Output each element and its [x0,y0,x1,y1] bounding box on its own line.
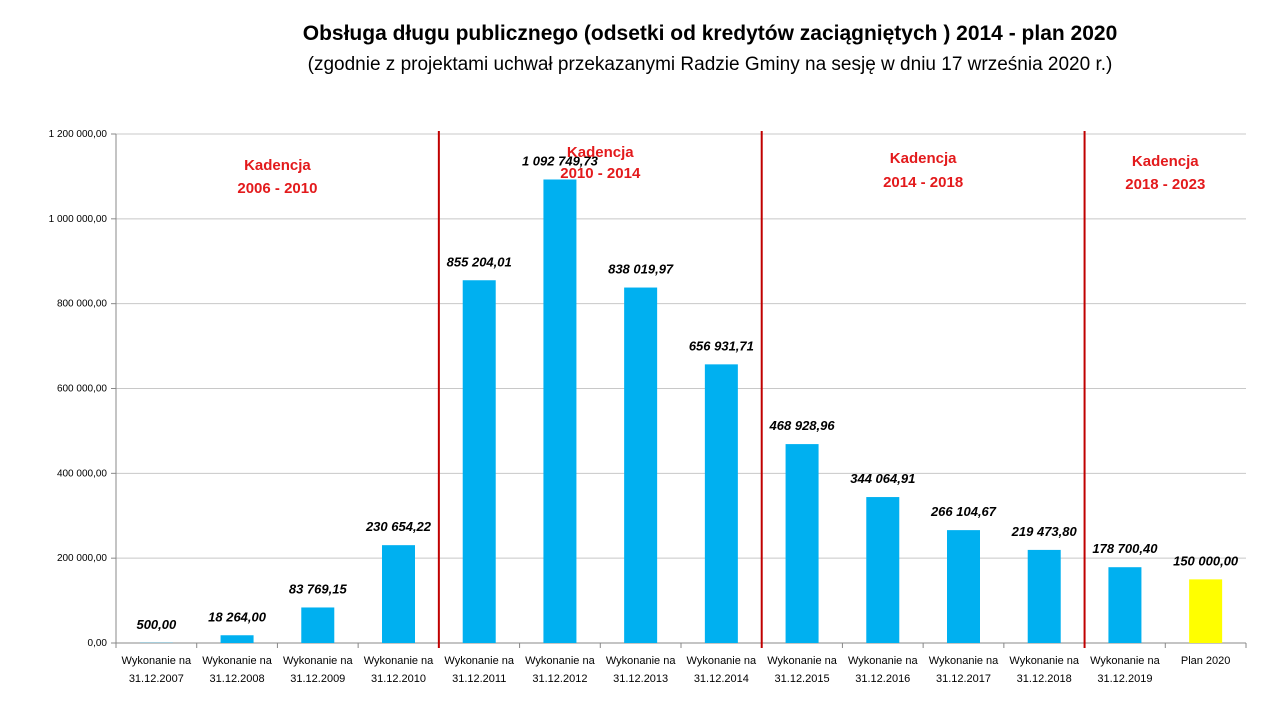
bar [220,635,254,643]
x-tick-label: Wykonanie na [687,655,757,667]
x-tick-label: Wykonanie na [122,655,192,667]
x-tick-label: Wykonanie na [1090,655,1160,667]
data-label: 178 700,40 [1092,541,1158,556]
y-tick-label: 1 000 000,00 [49,214,108,225]
y-tick-label: 400 000,00 [57,468,107,479]
x-tick-label: 31.12.2016 [855,673,910,685]
x-tick-label: Wykonanie na [1009,655,1079,667]
x-tick-label: 31.12.2019 [1097,673,1152,685]
chart-title: Obsługa długu publicznego (odsetki od kr… [302,22,1118,45]
data-label: 219 473,80 [1011,524,1078,539]
bar [785,444,819,643]
kadencja-years: 2010 - 2014 [560,165,641,182]
data-label: 150 000,00 [1173,553,1239,568]
kadencja-years: 2006 - 2010 [237,180,317,197]
data-label: 656 931,71 [689,338,754,353]
x-tick-label: Wykonanie na [364,655,434,667]
x-tick-label: Wykonanie na [525,655,595,667]
x-tick-label: 31.12.2007 [129,673,184,685]
kadencja-years: 2014 - 2018 [883,174,963,191]
x-tick-label: 31.12.2018 [1017,673,1072,685]
data-label: 230 654,22 [365,519,432,534]
x-tick-label: 31.12.2013 [613,673,668,685]
data-label: 83 769,15 [289,581,348,596]
x-tick-label: 31.12.2010 [371,673,426,685]
x-tick-label: Wykonanie na [202,655,272,667]
data-label: 500,00 [136,617,177,632]
data-label: 266 104,67 [930,504,997,519]
x-tick-label: 31.12.2012 [532,673,587,685]
bar [1027,549,1061,643]
chart-subtitle: (zgodnie z projektami uchwał przekazanym… [307,54,1113,75]
data-label: 838 019,97 [608,262,674,277]
x-tick-label: Wykonanie na [848,655,918,667]
bar [543,179,577,643]
kadencja-label: Kadencja [244,157,311,174]
y-tick-label: 600 000,00 [57,384,107,395]
bar [866,497,900,643]
x-tick-label: 31.12.2011 [452,673,506,685]
data-label: 855 204,01 [447,254,512,269]
bar [462,280,496,643]
kadencja-years: 2018 - 2023 [1125,176,1205,193]
x-tick-label: Wykonanie na [767,655,837,667]
data-label: 468 928,96 [769,418,836,433]
x-tick-label: 31.12.2015 [775,673,830,685]
x-tick-label: 31.12.2009 [290,673,345,685]
x-tick-label: 31.12.2014 [694,673,749,685]
x-tick-label: 31.12.2008 [210,673,265,685]
x-tick-label: Wykonanie na [606,655,676,667]
data-label: 1 092 749,73 [522,153,599,168]
bar [624,287,658,643]
x-tick-label: Plan 2020 [1181,655,1231,667]
y-tick-label: 1 200 000,00 [49,129,108,140]
y-tick-label: 800 000,00 [57,299,107,310]
x-tick-label: Wykonanie na [929,655,999,667]
kadencja-label: Kadencja [567,144,634,161]
bar [1108,567,1142,643]
bar [947,530,980,643]
data-label: 344 064,91 [850,471,915,486]
y-tick-label: 0,00 [88,638,108,649]
x-tick-label: Wykonanie na [444,655,514,667]
kadencja-label: Kadencja [1132,153,1199,170]
kadencja-label: Kadencja [890,150,957,167]
y-tick-label: 200 000,00 [57,553,107,564]
x-tick-label: Wykonanie na [283,655,353,667]
data-label: 18 264,00 [208,609,267,624]
bar [382,545,415,643]
bar [1189,579,1223,643]
bar [301,607,335,643]
bar [704,364,738,643]
x-tick-label: 31.12.2017 [936,673,991,685]
